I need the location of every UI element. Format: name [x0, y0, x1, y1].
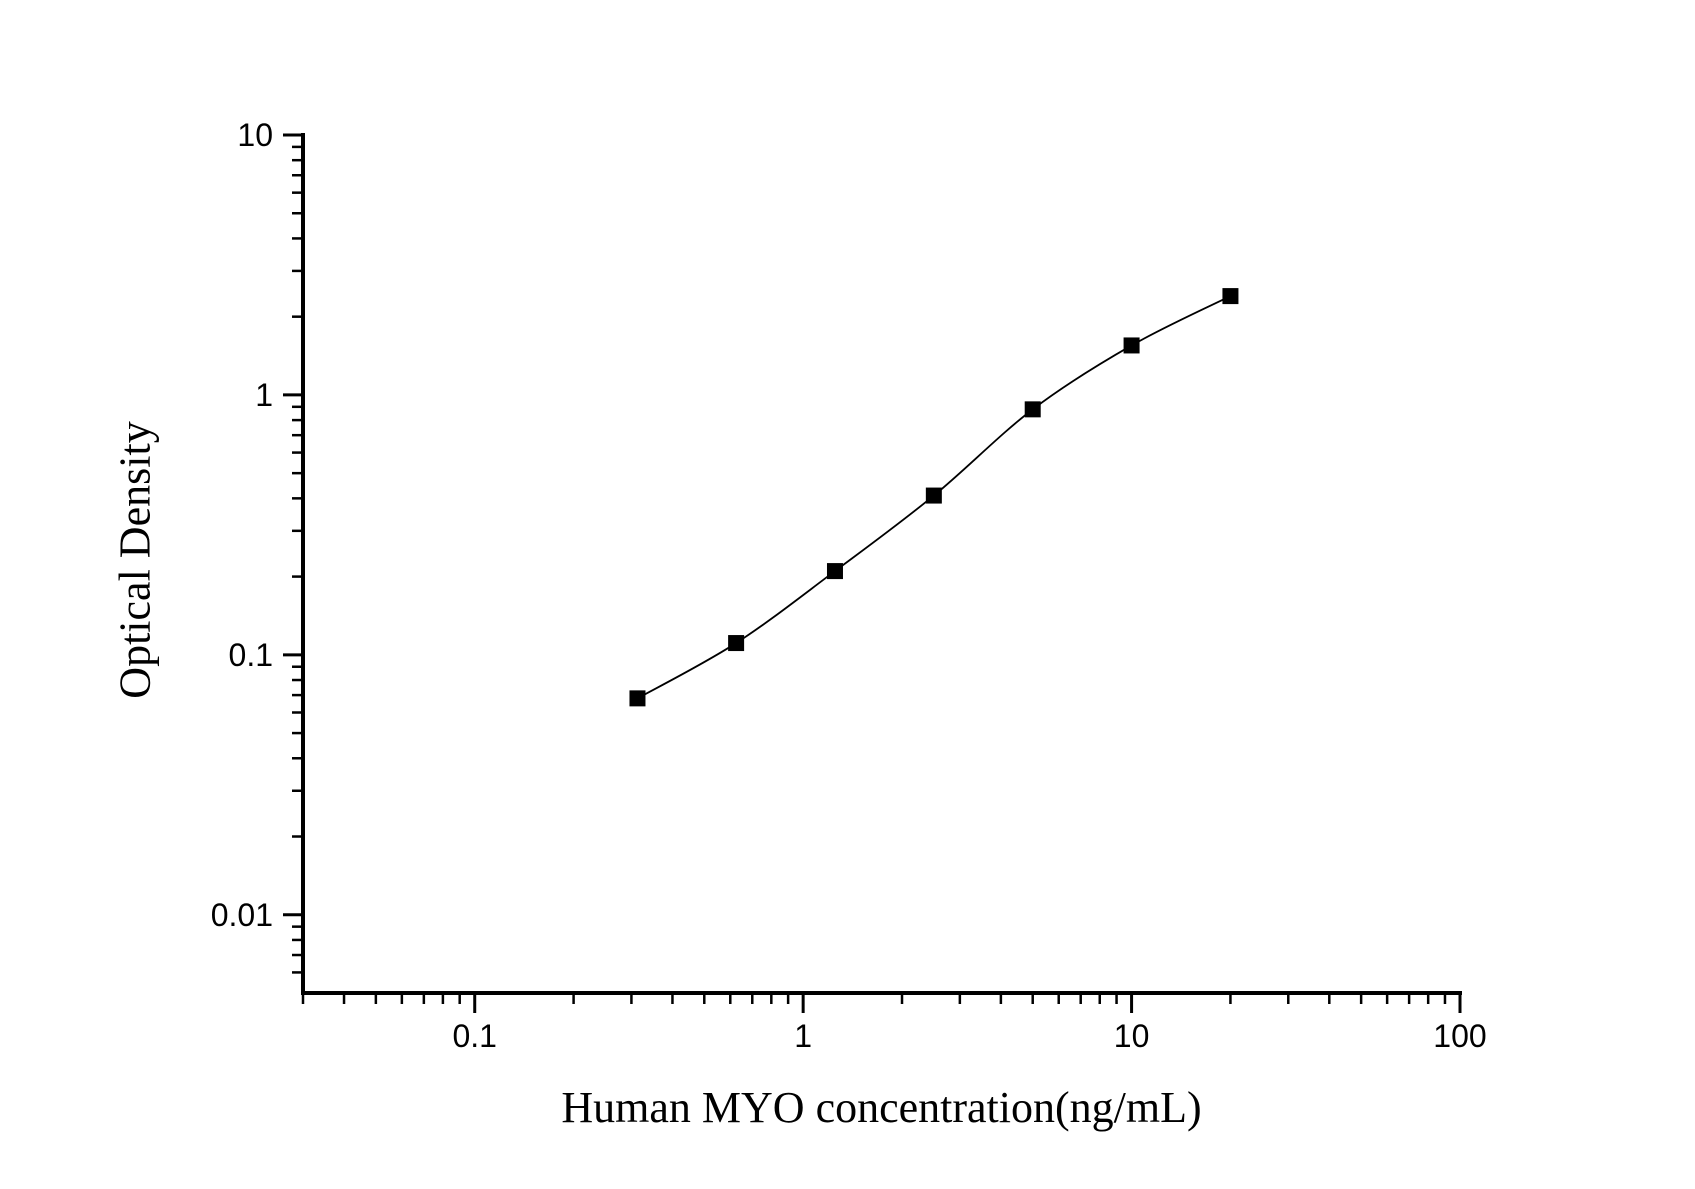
- y-tick-label: 0.1: [229, 637, 273, 673]
- x-axis-title: Human MYO concentration(ng/mL): [561, 1083, 1202, 1132]
- y-tick-label: 0.01: [211, 897, 273, 933]
- data-point-marker: [728, 635, 745, 652]
- x-tick-label: 0.1: [452, 1018, 496, 1054]
- x-tick-label: 10: [1114, 1018, 1150, 1054]
- data-point-marker: [629, 690, 646, 707]
- data-point-marker: [925, 487, 942, 504]
- data-point-marker: [1222, 288, 1239, 305]
- y-tick-label: 1: [255, 377, 273, 413]
- data-point-marker: [1123, 337, 1140, 354]
- x-tick-label: 100: [1433, 1018, 1486, 1054]
- data-point-marker: [1024, 401, 1041, 418]
- x-tick-label: 1: [794, 1018, 812, 1054]
- y-axis-title: Optical Density: [110, 421, 160, 699]
- axes-lines: [301, 133, 1462, 995]
- y-tick-label: 10: [237, 117, 273, 153]
- data-point-marker: [826, 563, 843, 580]
